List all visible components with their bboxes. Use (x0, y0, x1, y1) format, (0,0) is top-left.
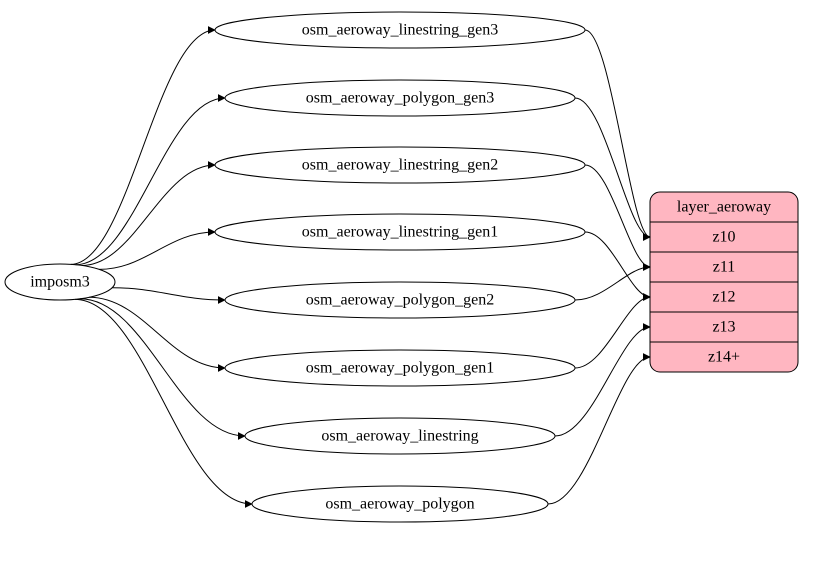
mid-label-pg_gen3: osm_aeroway_polygon_gen3 (306, 90, 494, 107)
mid-label-ls_gen1: osm_aeroway_linestring_gen1 (302, 224, 498, 241)
edge-source-pg (75, 299, 252, 504)
table-row-label: z10 (712, 229, 735, 246)
mid-label-ls_gen2: osm_aeroway_linestring_gen2 (302, 157, 498, 174)
edge-ls-table (555, 327, 650, 436)
table-row-label: z12 (712, 289, 735, 306)
edge-ls_gen3-table (585, 30, 650, 237)
edge-pg_gen2-table (575, 267, 650, 300)
source-label: imposm3 (30, 274, 90, 291)
table-row-label: z14+ (708, 349, 740, 366)
table-title: layer_aeroway (677, 199, 771, 216)
dependency-graph: layer_aeroway z10 z11 z12 z13 z14+ imposm3 osm_… (0, 0, 813, 563)
edge-ls_gen2-table (585, 165, 650, 267)
mid-label-pg_gen2: osm_aeroway_polygon_gen2 (306, 292, 494, 309)
table-row-label: z11 (713, 259, 736, 276)
mid-label-pg: osm_aeroway_polygon (325, 496, 474, 513)
mid-label-ls: osm_aeroway_linestring (321, 428, 478, 445)
edge-source-pg_gen3 (75, 98, 225, 265)
mid-label-ls_gen3: osm_aeroway_linestring_gen3 (302, 22, 498, 39)
edge-source-ls_gen3 (71, 30, 215, 264)
mid-label-pg_gen1: osm_aeroway_polygon_gen1 (306, 360, 494, 377)
edge-source-pg_gen2 (112, 288, 225, 300)
edge-pg-table (548, 357, 650, 504)
edge-ls_gen1-table (585, 232, 650, 297)
edge-source-ls_gen2 (82, 165, 215, 265)
table-row-label: z13 (712, 319, 735, 336)
